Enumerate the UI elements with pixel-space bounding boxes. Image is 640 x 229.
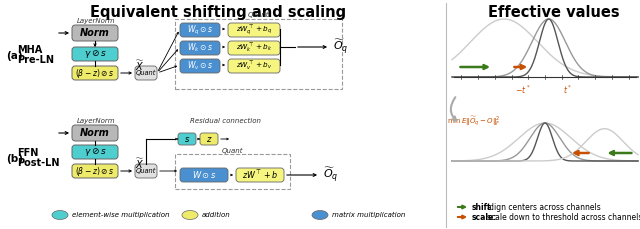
- Text: MHA: MHA: [17, 45, 42, 55]
- Ellipse shape: [312, 210, 328, 220]
- Text: matrix multiplication: matrix multiplication: [332, 212, 405, 218]
- Text: $\widetilde{X}$: $\widetilde{X}$: [135, 59, 145, 73]
- FancyBboxPatch shape: [72, 145, 118, 159]
- Text: scale down to threshold across channels: scale down to threshold across channels: [487, 213, 640, 221]
- Text: $t^*$: $t^*$: [563, 84, 572, 96]
- Bar: [175, 154, 290, 189]
- Text: $(\beta-z) \oslash s$: $(\beta-z) \oslash s$: [76, 164, 115, 177]
- Text: $\gamma \oslash s$: $\gamma \oslash s$: [84, 146, 106, 158]
- FancyBboxPatch shape: [228, 23, 280, 37]
- FancyBboxPatch shape: [228, 59, 280, 73]
- FancyBboxPatch shape: [135, 164, 157, 178]
- FancyBboxPatch shape: [72, 66, 118, 80]
- Text: $\min\,E\|\widetilde{O}_q-O\|_F^2$: $\min\,E\|\widetilde{O}_q-O\|_F^2$: [447, 114, 500, 128]
- Text: Quant: Quant: [136, 168, 156, 174]
- FancyBboxPatch shape: [178, 133, 196, 145]
- Text: element-wise multiplication: element-wise multiplication: [72, 212, 170, 218]
- Text: Equivalent shifting and scaling: Equivalent shifting and scaling: [90, 5, 346, 20]
- Text: Quant: Quant: [136, 70, 156, 76]
- Text: Quant: Quant: [221, 147, 243, 153]
- FancyBboxPatch shape: [135, 66, 157, 80]
- Text: $zW^\top+b$: $zW^\top+b$: [242, 169, 278, 181]
- Text: align centers across channels: align centers across channels: [487, 202, 601, 212]
- FancyBboxPatch shape: [72, 25, 118, 41]
- Text: addition: addition: [202, 212, 231, 218]
- Text: FFN: FFN: [17, 148, 38, 158]
- Text: Residual connection: Residual connection: [189, 118, 260, 124]
- FancyBboxPatch shape: [180, 59, 220, 73]
- Bar: [175, 19, 342, 89]
- Text: shift:: shift:: [472, 202, 495, 212]
- Text: $W_v \odot s$: $W_v \odot s$: [187, 60, 213, 72]
- Text: $W_q \odot s$: $W_q \odot s$: [187, 23, 213, 37]
- FancyBboxPatch shape: [180, 23, 220, 37]
- FancyBboxPatch shape: [180, 41, 220, 55]
- Text: $z$: $z$: [205, 134, 212, 144]
- Text: $\widetilde{X}$: $\widetilde{X}$: [135, 157, 145, 171]
- Text: (a): (a): [6, 51, 22, 61]
- Text: scale:: scale:: [472, 213, 497, 221]
- Text: $W_k \odot s$: $W_k \odot s$: [187, 42, 213, 54]
- FancyBboxPatch shape: [180, 168, 228, 182]
- Text: (b): (b): [6, 154, 23, 164]
- Text: LayerNorm: LayerNorm: [77, 18, 116, 24]
- FancyBboxPatch shape: [236, 168, 284, 182]
- Text: $zW_v^\top+b_v$: $zW_v^\top+b_v$: [236, 60, 272, 72]
- Text: $\widetilde{O}_q$: $\widetilde{O}_q$: [323, 165, 339, 185]
- FancyBboxPatch shape: [228, 41, 280, 55]
- Text: $(\beta-z) \oslash s$: $(\beta-z) \oslash s$: [76, 66, 115, 79]
- FancyBboxPatch shape: [200, 133, 218, 145]
- FancyBboxPatch shape: [72, 125, 118, 141]
- Ellipse shape: [52, 210, 68, 220]
- Text: LayerNorm: LayerNorm: [77, 118, 116, 124]
- Text: Norm: Norm: [80, 128, 110, 138]
- Text: $\widetilde{O}_q$: $\widetilde{O}_q$: [333, 37, 349, 57]
- Text: Pre-LN: Pre-LN: [17, 55, 54, 65]
- Text: $\gamma \oslash s$: $\gamma \oslash s$: [84, 48, 106, 60]
- Text: Norm: Norm: [80, 28, 110, 38]
- Text: $-t^*$: $-t^*$: [515, 84, 531, 96]
- Text: $W \odot s$: $W \odot s$: [191, 169, 216, 180]
- Text: Post-LN: Post-LN: [17, 158, 60, 168]
- Ellipse shape: [182, 210, 198, 220]
- Text: Effective values: Effective values: [488, 5, 620, 20]
- Text: $zW_k^\top+b_k$: $zW_k^\top+b_k$: [236, 41, 272, 55]
- Text: Quant: Quant: [248, 12, 269, 19]
- FancyBboxPatch shape: [72, 47, 118, 61]
- Text: $zW_q^\top+b_q$: $zW_q^\top+b_q$: [236, 23, 272, 37]
- FancyBboxPatch shape: [72, 164, 118, 178]
- Text: $s$: $s$: [184, 134, 190, 144]
